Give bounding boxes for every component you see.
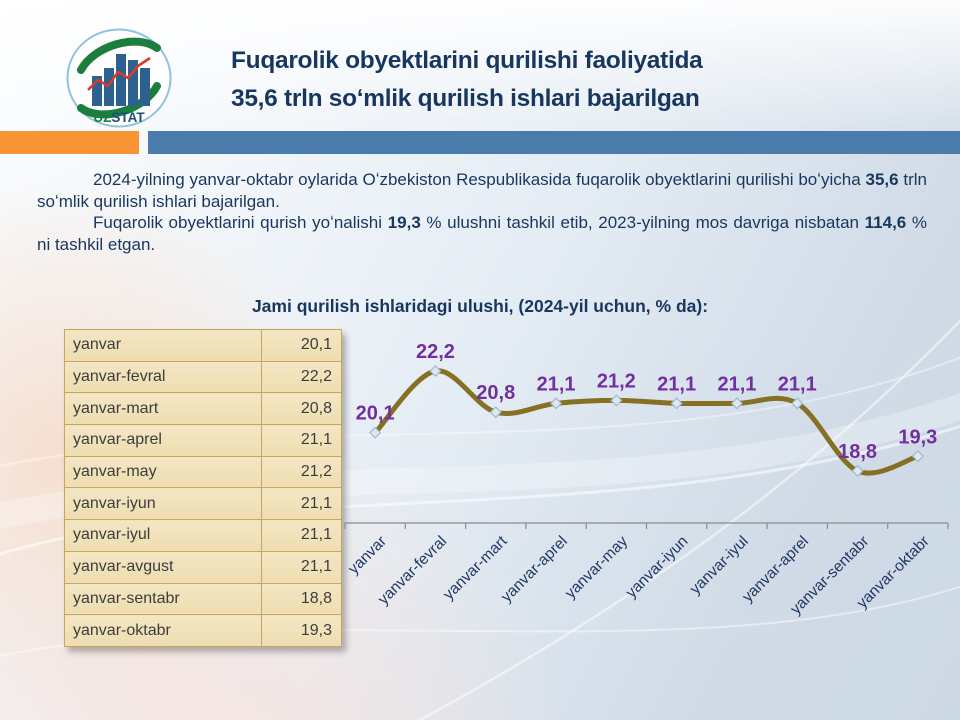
table-cell-label: yanvar-may	[64, 455, 262, 489]
chart-marker-diamond	[489, 406, 502, 419]
table-cell-value: 20,1	[261, 329, 342, 362]
chart-data-label: 19,3	[898, 426, 937, 448]
table-row: yanvar-fevral 22,2	[64, 360, 342, 394]
chart-marker-diamond	[730, 397, 743, 410]
intro-paragraph-1: 2024-yilning yanvar-oktabr oylarida Oʻzb…	[37, 169, 927, 212]
table-cell-label: yanvar-fevral	[64, 360, 262, 394]
logo-bars	[92, 54, 150, 106]
table-cell-label: yanvar-iyul	[64, 519, 262, 552]
intro-p2-text-end: % ni tashkil etgan.	[37, 213, 928, 254]
data-table: yanvar 20,1 yanvar-fevral 22,2 yanvar-mart…	[64, 329, 342, 647]
intro-paragraph-2: Fuqarolik obyektlarini qurish yoʻnalishi…	[37, 212, 927, 255]
chart-data-label: 20,1	[356, 403, 395, 425]
chart-data-label: 22,2	[416, 341, 455, 363]
uzstat-logo: UZSTAT	[66, 28, 172, 128]
chart-data-label: 21,1	[778, 373, 817, 395]
table-cell-value: 21,2	[261, 455, 342, 489]
logo-text-stat: STAT	[111, 110, 145, 125]
table-row: yanvar-may 21,2	[64, 455, 342, 489]
chart-data-label: 21,2	[597, 370, 636, 392]
table-cell-label: yanvar-avgust	[64, 550, 262, 584]
divider-bar-orange	[0, 131, 139, 154]
chart-data-label: 20,8	[476, 382, 515, 404]
svg-text:UZSTAT: UZSTAT	[93, 110, 145, 125]
table-cell-label: yanvar	[64, 329, 262, 362]
table-row: yanvar-sentabr 18,8	[64, 582, 342, 616]
table-cell-value: 20,8	[261, 392, 342, 426]
table-cell-label: yanvar-sentabr	[64, 582, 262, 616]
table-cell-value: 19,3	[261, 614, 342, 647]
intro-text: 2024-yilning yanvar-oktabr oylarida Oʻzb…	[37, 169, 927, 255]
table-row: yanvar 20,1	[64, 329, 342, 362]
table-row: yanvar-iyul 21,1	[64, 519, 342, 552]
table-row: yanvar-aprel 21,1	[64, 424, 342, 457]
table-row: yanvar-iyun 21,1	[64, 487, 342, 521]
logo-text-uz: UZ	[93, 110, 111, 125]
chart-data-label: 21,1	[537, 373, 576, 395]
table-cell-value: 18,8	[261, 582, 342, 616]
chart-x-label: yanvar	[345, 533, 390, 578]
table-cell-value: 21,1	[261, 424, 342, 457]
table-row: yanvar-avgust 21,1	[64, 550, 342, 584]
table-cell-label: yanvar-aprel	[64, 424, 262, 457]
intro-p2-bold-value-2: 114,6	[864, 213, 907, 233]
table-row: yanvar-oktabr 19,3	[64, 614, 342, 647]
chart-x-label: yanvar-iyul	[687, 533, 752, 598]
chart-line-series	[372, 368, 921, 476]
intro-p1-text-end: trln soʻmlik qurilish ishlari bajarilgan…	[37, 170, 927, 211]
intro-p1-text: 2024-yilning yanvar-oktabr oylarida Oʻzb…	[93, 170, 866, 189]
divider-bar-blue	[148, 131, 960, 154]
logo-trend-line	[87, 56, 151, 91]
chart-marker-diamond	[911, 450, 924, 463]
chart-marker-diamond	[369, 426, 382, 439]
intro-p2-text: Fuqarolik obyektlarini qurish yoʻnalishi	[93, 213, 388, 233]
table-cell-label: yanvar-iyun	[64, 487, 262, 521]
slide-title-line2: 35,6 trln soʻmlik qurilish ishlari bajar…	[231, 85, 700, 112]
chart-title: Jami qurilish ishlaridagi ulushi, (2024-…	[251, 296, 709, 316]
intro-p1-bold-value: 35,6	[865, 170, 899, 189]
chart-marker-diamond	[670, 397, 683, 410]
table-cell-value: 21,1	[261, 487, 342, 521]
chart-marker-diamond	[429, 364, 442, 378]
line-chart: yanvaryanvar-fevralyanvar-martyanvar-apr…	[344, 341, 949, 618]
chart-marker-diamond	[851, 464, 864, 478]
chart-marker-diamond	[610, 394, 623, 407]
slide-title: Fuqarolik obyektlarini qurilishi faoliya…	[231, 42, 951, 118]
chart-data-label: 21,1	[717, 373, 756, 395]
chart-marker-diamond	[791, 397, 804, 410]
table-cell-label: yanvar-oktabr	[64, 614, 262, 647]
intro-p2-text-mid: % ulushni tashkil etib, 2023-yilning mos…	[420, 213, 865, 233]
table-row: yanvar-mart 20,8	[64, 392, 342, 426]
chart-data-label: 18,8	[838, 441, 877, 463]
slide-title-line1: Fuqarolik obyektlarini qurilishi faoliya…	[231, 47, 703, 74]
intro-p2-bold-value-1: 19,3	[387, 213, 421, 233]
table-cell-label: yanvar-mart	[64, 392, 262, 426]
chart-x-label: yanvar-iyun	[623, 533, 692, 602]
chart-marker-diamond	[550, 397, 563, 410]
table-cell-value: 21,1	[261, 519, 342, 552]
chart-x-label: yanvar-may	[562, 533, 631, 602]
chart-data-label: 21,1	[657, 373, 696, 395]
